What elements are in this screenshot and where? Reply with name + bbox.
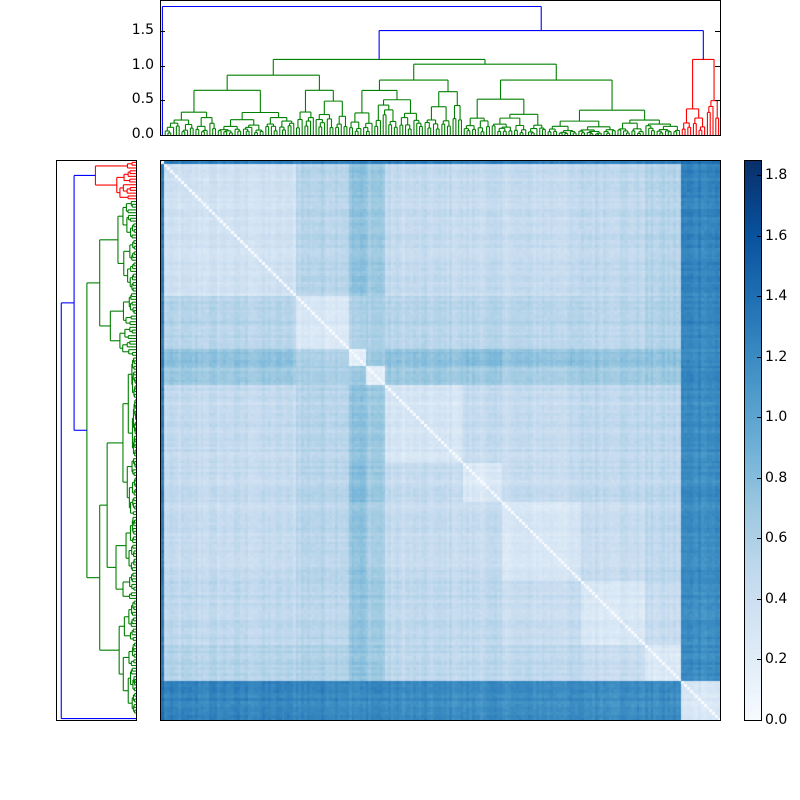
colorbar-tick-label: 0.8 [765, 469, 788, 486]
colorbar-tick-mark [757, 356, 762, 358]
colorbar [744, 160, 762, 721]
colorbar-tick-label: 0.6 [765, 530, 788, 547]
heatmap-axes [160, 160, 721, 721]
colorbar-tick-mark [757, 659, 762, 661]
colorbar-tick-mark [757, 720, 762, 721]
distance-heatmap [161, 161, 720, 720]
top-dendrogram-ytick-label: 0.0 [131, 126, 154, 142]
colorbar-tick-label: 1.6 [765, 227, 788, 244]
colorbar-tick-label: 0.4 [765, 590, 788, 607]
colorbar-tick-mark [757, 538, 762, 540]
top-dendrogram-ytick-mark-right [715, 100, 720, 102]
colorbar-tick-mark [757, 598, 762, 600]
left-dendrogram-axes [56, 160, 137, 721]
colorbar-tick-mark [757, 175, 762, 177]
colorbar-gradient [745, 161, 761, 720]
top-dendrogram-ytick-mark [161, 65, 165, 67]
top-dendrogram-axes [160, 0, 721, 136]
colorbar-tick-label: 1.8 [765, 167, 788, 184]
top-dendrogram-ytick-label: 1.0 [131, 56, 154, 73]
top-dendrogram-ytick-mark-right [715, 135, 720, 136]
colorbar-tick-mark [757, 235, 762, 237]
left-dendrogram-plot [60, 161, 136, 720]
colorbar-tick-mark [757, 477, 762, 479]
top-dendrogram-ytick-mark [161, 135, 165, 136]
colorbar-tick-mark [757, 296, 762, 298]
top-dendrogram-ytick-mark [161, 31, 165, 33]
top-dendrogram-ytick-mark-right [715, 65, 720, 67]
colorbar-tick-label: 1.4 [765, 288, 788, 305]
top-dendrogram-ytick-label: 1.5 [131, 22, 154, 39]
top-dendrogram-ytick-label: 0.5 [131, 91, 154, 108]
colorbar-tick-mark [757, 417, 762, 419]
colorbar-tick-label: 1.2 [765, 348, 788, 365]
top-dendrogram-plot [161, 5, 720, 135]
colorbar-tick-label: 1.0 [765, 409, 788, 426]
colorbar-tick-label: 0.2 [765, 651, 788, 668]
top-dendrogram-ytick-mark [161, 100, 165, 102]
colorbar-tick-label: 0.0 [765, 712, 788, 728]
top-dendrogram-ytick-mark-right [715, 31, 720, 33]
